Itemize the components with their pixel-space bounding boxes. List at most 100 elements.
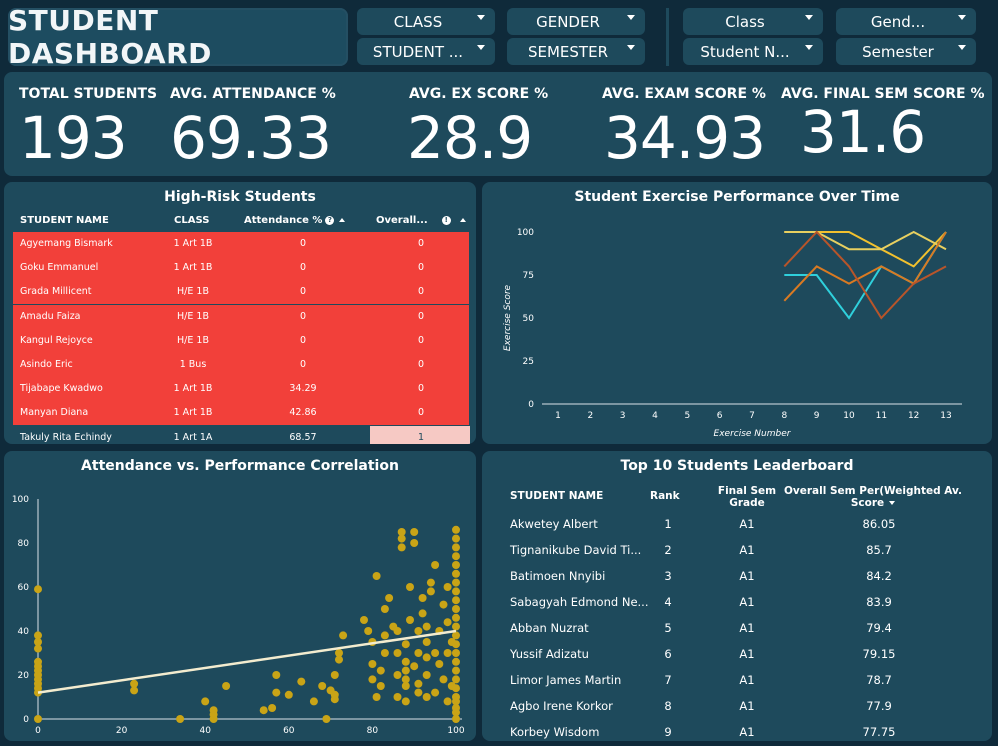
- scatter-point[interactable]: [34, 631, 42, 640]
- scatter-point[interactable]: [397, 528, 406, 536]
- scatter-point[interactable]: [410, 662, 419, 671]
- scatter-point[interactable]: [418, 609, 427, 618]
- scatter-point[interactable]: [418, 594, 427, 602]
- sort-descending-icon[interactable]: [889, 501, 896, 505]
- scatter-point[interactable]: [452, 684, 460, 693]
- list-item[interactable]: Abban Nuzrat 5 A1 79.4: [482, 615, 992, 641]
- scatter-point[interactable]: [401, 675, 410, 684]
- scatter-point[interactable]: [452, 649, 460, 657]
- scatter-point[interactable]: [422, 671, 431, 679]
- scatter-point[interactable]: [414, 649, 423, 657]
- scatter-point[interactable]: [452, 708, 460, 717]
- slicer-class-2[interactable]: Class: [683, 8, 823, 35]
- scatter-point[interactable]: [393, 671, 402, 679]
- scatter-point[interactable]: [393, 627, 402, 635]
- scatter-point[interactable]: [452, 587, 460, 596]
- series-line-5[interactable]: [783, 230, 947, 320]
- list-item[interactable]: Sabagyah Edmond Ne... 4 A1 83.9: [482, 589, 992, 615]
- scatter-point[interactable]: [452, 525, 460, 534]
- table-row[interactable]: Agyemang Bismark 1 Art 1B 0 0: [13, 232, 469, 256]
- scatter-point[interactable]: [376, 666, 385, 675]
- scatter-point[interactable]: [452, 715, 460, 723]
- scatter-point[interactable]: [452, 552, 460, 561]
- scatter-point[interactable]: [439, 675, 448, 684]
- scatter-point[interactable]: [259, 706, 268, 715]
- scatter-point[interactable]: [339, 631, 348, 640]
- list-item[interactable]: Yussif Adizatu 6 A1 79.15: [482, 641, 992, 667]
- scatter-point[interactable]: [431, 561, 440, 569]
- table-row[interactable]: Grada Millicent H/E 1B 0 0: [13, 280, 469, 305]
- scatter-point[interactable]: [439, 600, 448, 609]
- scatter-point[interactable]: [360, 616, 368, 624]
- scatter-point[interactable]: [34, 638, 42, 646]
- scatter-point[interactable]: [452, 543, 460, 552]
- scatter-point[interactable]: [452, 605, 460, 613]
- scatter-point[interactable]: [452, 675, 460, 684]
- list-item[interactable]: Limor James Martin 7 A1 78.7: [482, 667, 992, 693]
- scatter-point[interactable]: [297, 677, 306, 686]
- scatter-point[interactable]: [368, 660, 377, 668]
- scatter-point[interactable]: [335, 649, 343, 657]
- slicer-student-name-2[interactable]: Student N...: [683, 38, 823, 65]
- scatter-point[interactable]: [452, 657, 460, 666]
- table-row[interactable]: Amadu Faiza H/E 1B 0 0: [13, 304, 469, 329]
- scatter-point[interactable]: [431, 649, 440, 657]
- scatter-point[interactable]: [426, 587, 435, 596]
- scatter-point[interactable]: [422, 638, 431, 646]
- scatter-point[interactable]: [209, 706, 218, 715]
- help-icon[interactable]: ?: [325, 215, 335, 225]
- table-row[interactable]: Kangul Rejoyce H/E 1B 0 0: [13, 328, 469, 353]
- scatter-point[interactable]: [452, 596, 460, 605]
- lb-col-rank[interactable]: Rank: [650, 490, 680, 502]
- slicer-student-name[interactable]: STUDENT ...: [357, 38, 495, 65]
- table-row[interactable]: Takuly Rita Echindy 1 Art 1A 68.57 1: [13, 425, 470, 444]
- scatter-point[interactable]: [393, 649, 402, 657]
- scatter-point[interactable]: [406, 616, 414, 624]
- slicer-class[interactable]: CLASS: [357, 8, 495, 35]
- scatter-point[interactable]: [452, 561, 460, 569]
- series-line-4[interactable]: [783, 231, 947, 302]
- scatter-point[interactable]: [410, 539, 419, 547]
- scatter-point[interactable]: [401, 666, 410, 675]
- scatter-point[interactable]: [452, 569, 460, 578]
- slicer-semester[interactable]: SEMESTER: [507, 38, 645, 65]
- scatter-point[interactable]: [330, 690, 339, 699]
- scatter-point[interactable]: [372, 572, 381, 580]
- scatter-point[interactable]: [376, 682, 385, 690]
- scatter-point[interactable]: [422, 622, 431, 631]
- scatter-point[interactable]: [372, 693, 381, 701]
- scatter-point[interactable]: [422, 653, 431, 662]
- series-line-2[interactable]: [784, 230, 947, 251]
- scatter-point[interactable]: [431, 688, 440, 697]
- slicer-gender-2[interactable]: Gend...: [836, 8, 976, 35]
- scatter-point[interactable]: [401, 697, 410, 706]
- scatter-point[interactable]: [201, 697, 210, 706]
- table-row[interactable]: Tijabape Kwadwo 1 Art 1B 34.29 0: [13, 377, 469, 402]
- scatter-point[interactable]: [34, 585, 42, 594]
- list-item[interactable]: Akwetey Albert 1 A1 86.05: [482, 511, 992, 537]
- scatter-point[interactable]: [34, 644, 42, 653]
- scatter-point[interactable]: [268, 704, 277, 712]
- scatter-point[interactable]: [443, 697, 452, 706]
- scatter-point[interactable]: [322, 715, 331, 723]
- table-row[interactable]: Manyan Diana 1 Art 1B 42.86 0: [13, 401, 469, 426]
- col-class[interactable]: CLASS: [174, 215, 210, 226]
- scatter-point[interactable]: [397, 543, 406, 552]
- scatter-point[interactable]: [393, 693, 402, 701]
- scatter-point[interactable]: [414, 627, 423, 635]
- slicer-gender[interactable]: GENDER: [507, 8, 645, 35]
- scatter-point[interactable]: [385, 594, 394, 602]
- scatter-point[interactable]: [309, 697, 318, 706]
- scatter-point[interactable]: [380, 631, 389, 640]
- scatter-point[interactable]: [380, 605, 389, 613]
- scatter-point[interactable]: [452, 613, 460, 622]
- scatter-point[interactable]: [130, 679, 139, 688]
- scatter-point[interactable]: [397, 534, 406, 543]
- scatter-point[interactable]: [176, 715, 185, 723]
- scatter-point[interactable]: [443, 649, 452, 657]
- col-overall-wrap[interactable]: Overall...!: [376, 215, 466, 226]
- scatter-point[interactable]: [452, 622, 460, 631]
- scatter-point[interactable]: [34, 657, 42, 666]
- scatter-point[interactable]: [284, 690, 293, 699]
- sort-ascending-icon[interactable]: [339, 218, 346, 222]
